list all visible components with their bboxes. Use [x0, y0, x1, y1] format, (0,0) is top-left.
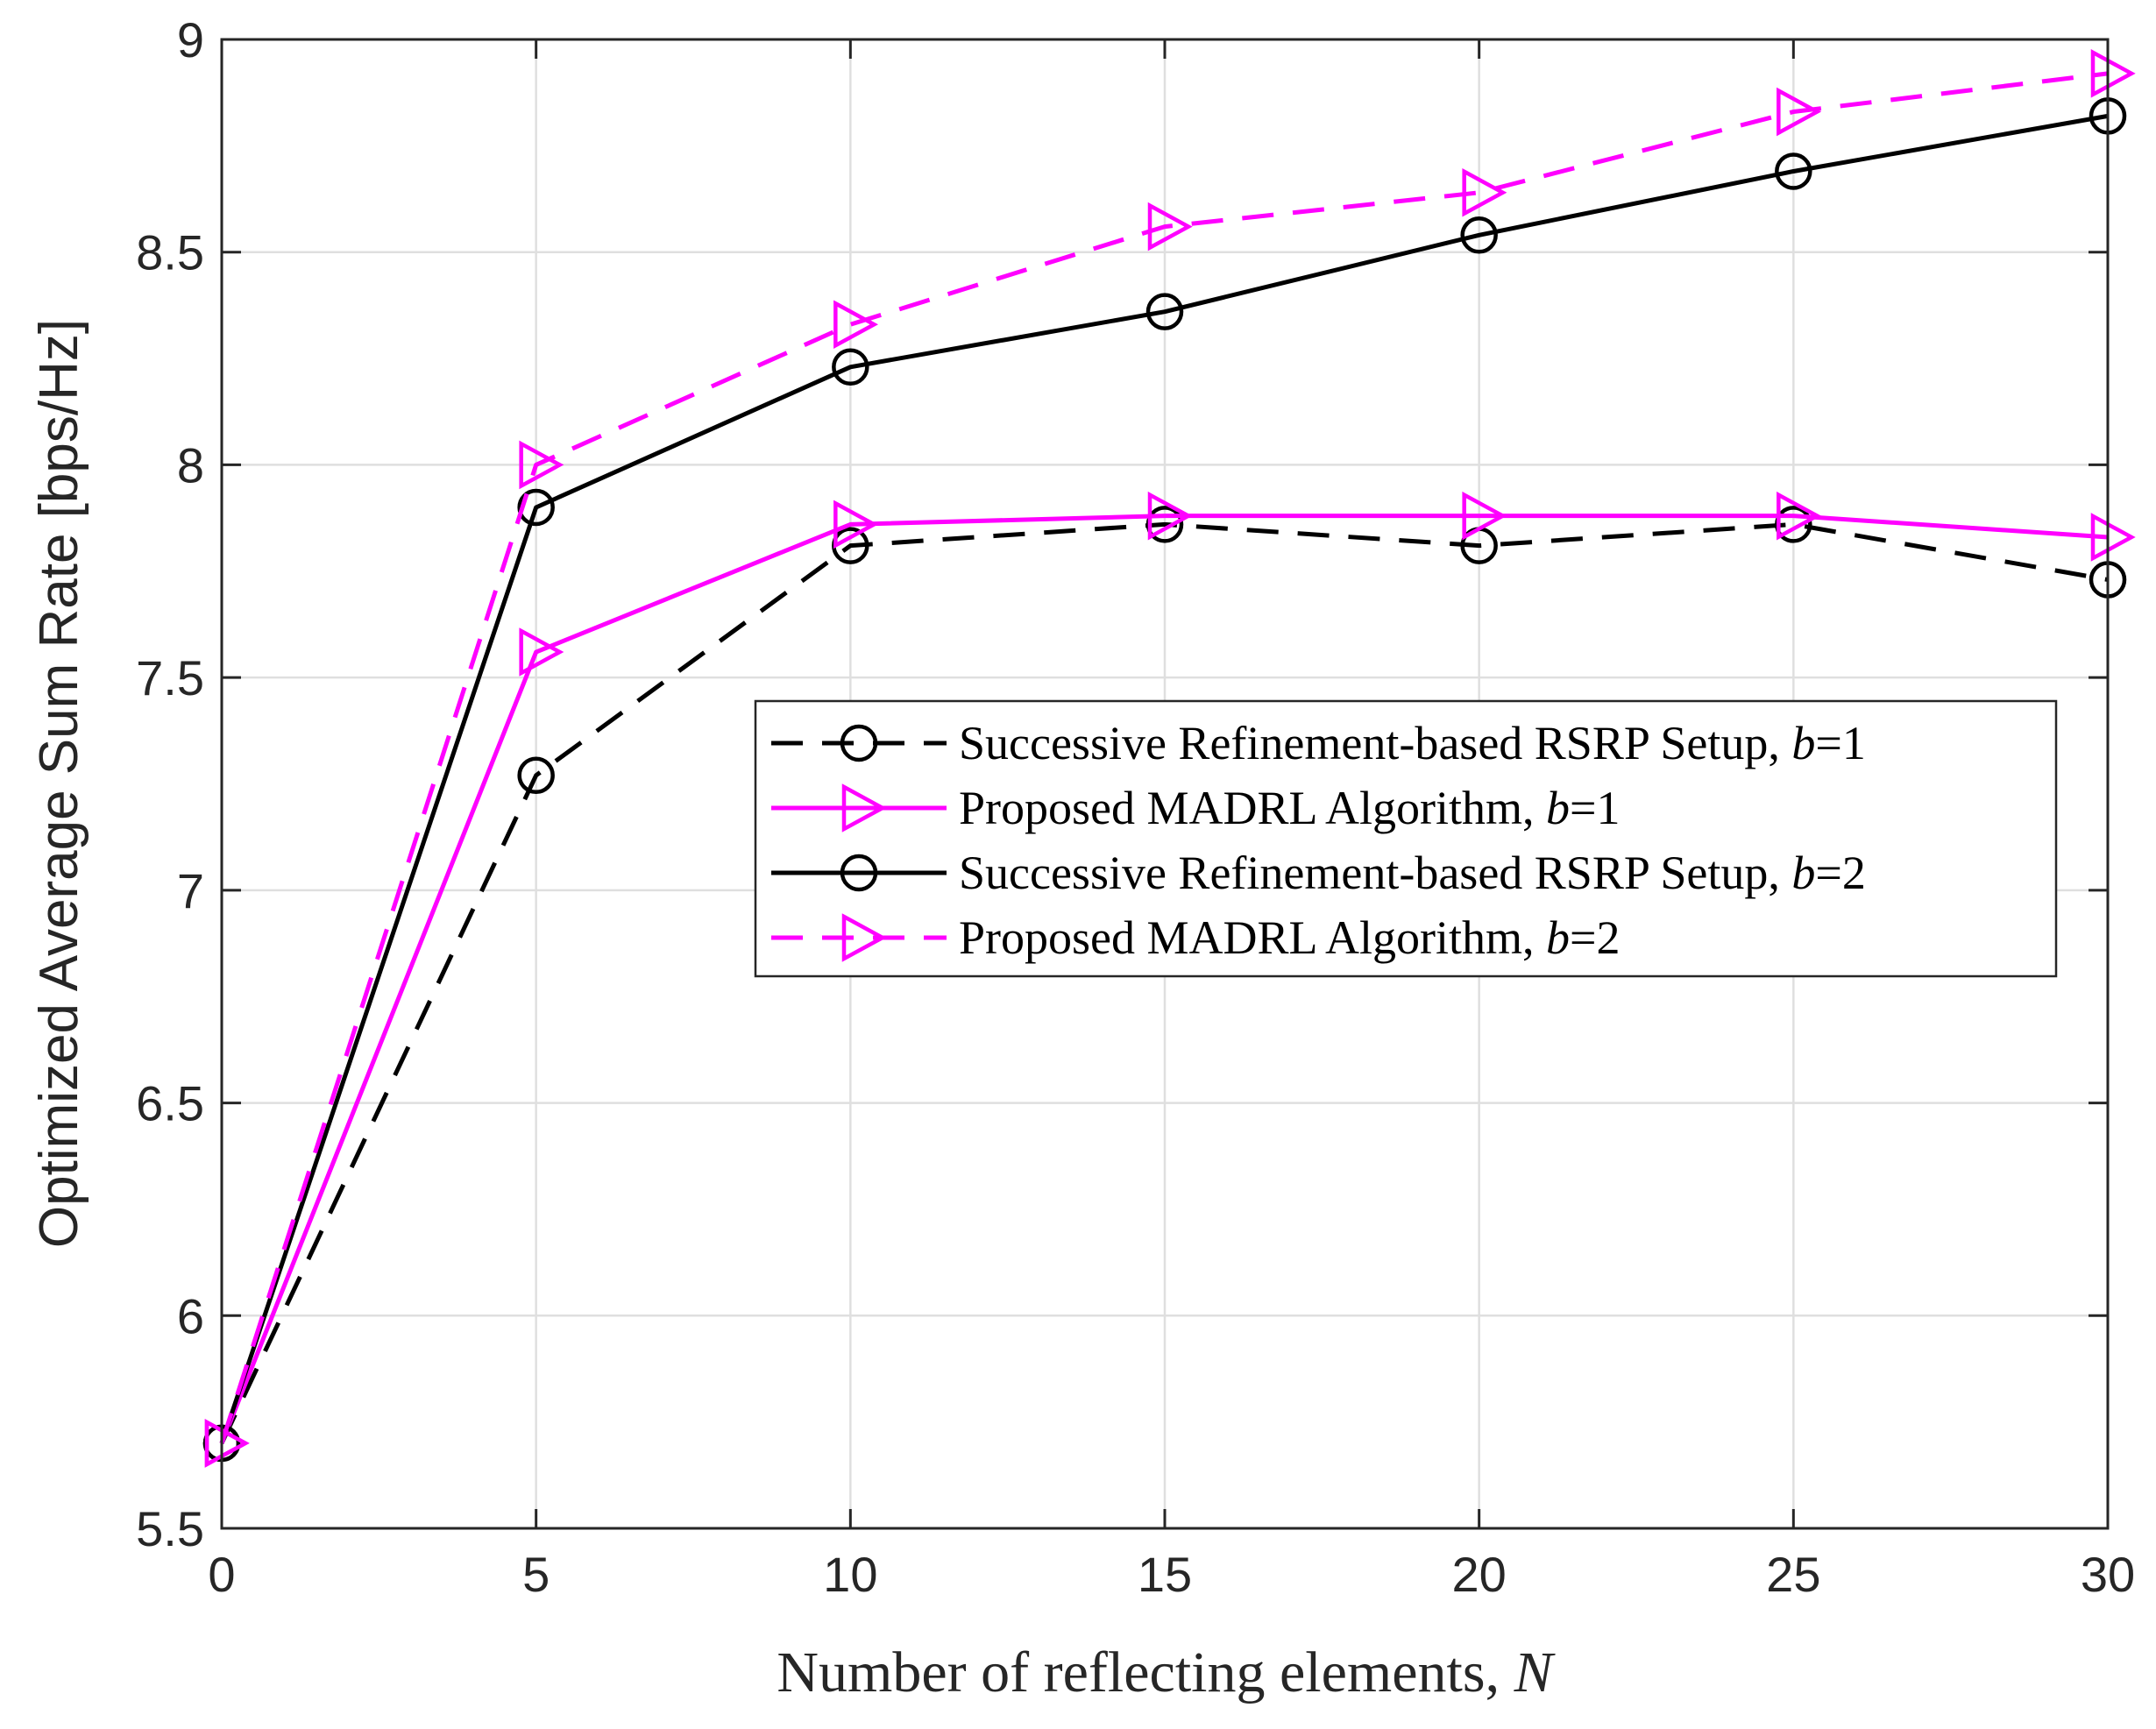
series-1-point [517, 756, 555, 795]
series-3-line [219, 113, 2109, 1444]
series-3-point [832, 348, 869, 386]
legend-marker-4 [841, 913, 887, 962]
y-tick-label: 8.5 [136, 225, 204, 280]
legend-marker-3 [840, 854, 878, 892]
x-tick-label: 5 [522, 1547, 550, 1602]
legend-label-2: Proposed MADRL Algorithm, b=1 [959, 782, 1621, 834]
y-tick-label: 6.5 [136, 1076, 204, 1131]
series-4 [204, 49, 2136, 1468]
y-tick-label: 8 [177, 437, 204, 492]
x-tick-label: 10 [823, 1547, 877, 1602]
series-3-point [1460, 216, 1498, 254]
x-tick-label: 0 [208, 1547, 235, 1602]
series-3-point [1145, 293, 1184, 330]
series-3-point [517, 488, 555, 527]
x-tick-label: 30 [2081, 1547, 2135, 1602]
series-4-line [219, 71, 2109, 1444]
legend-entry-3: Successive Refinement-based RSRP Setup, … [771, 847, 1866, 899]
x-tick-label: 25 [1766, 1547, 1820, 1602]
legend-marker-1 [840, 724, 878, 762]
legend-box [754, 699, 2058, 978]
series-2-point [833, 500, 879, 549]
series-4-point [519, 440, 564, 490]
x-tick-label: 20 [1452, 1547, 1507, 1602]
y-tick-label: 6 [177, 1288, 204, 1343]
legend-label-3: Successive Refinement-based RSRP Setup, … [959, 847, 1866, 899]
legend-label-4: Proposed MADRL Algorithm, b=2 [959, 911, 1621, 964]
series-4-point [1777, 87, 1822, 137]
series-2-point [1147, 491, 1193, 541]
series-2-point [1777, 491, 1822, 541]
y-axis-label: Optimized Average Sum Rate [bps/Hz] [29, 319, 89, 1248]
legend-entry-1: Successive Refinement-based RSRP Setup, … [771, 717, 1866, 769]
legend-label-1: Successive Refinement-based RSRP Setup, … [959, 717, 1866, 769]
series-2-point [2090, 513, 2136, 562]
series-4-point [204, 1419, 250, 1468]
y-tick-label: 9 [177, 12, 204, 67]
y-tick-label: 7.5 [136, 650, 204, 705]
series-2-point [519, 627, 564, 677]
y-tick-label: 5.5 [136, 1501, 204, 1556]
series-2-line [219, 514, 2109, 1444]
legend: Successive Refinement-based RSRP Setup, … [754, 699, 2058, 978]
series-4-point [833, 300, 879, 350]
series-4-point [1147, 202, 1193, 252]
series-4-point [1462, 167, 1507, 217]
x-axis-label: Number of reflecting elements, N [777, 1640, 1556, 1704]
series-1-line [219, 521, 2109, 1444]
legend-entry-4: Proposed MADRL Algorithm, b=2 [771, 911, 1621, 964]
y-tick-label: 7 [177, 863, 204, 918]
series-4-point [2090, 49, 2136, 98]
ticks: 0 5 10 15 20 25 30 5.5 6 6.5 7 7.5 8 8.5 9 [136, 12, 2135, 1602]
legend-marker-2 [841, 783, 887, 833]
series-3-point [1775, 152, 1812, 190]
series-2-point [1462, 491, 1507, 541]
legend-entry-2: Proposed MADRL Algorithm, b=1 [771, 782, 1621, 834]
x-tick-label: 15 [1138, 1547, 1192, 1602]
